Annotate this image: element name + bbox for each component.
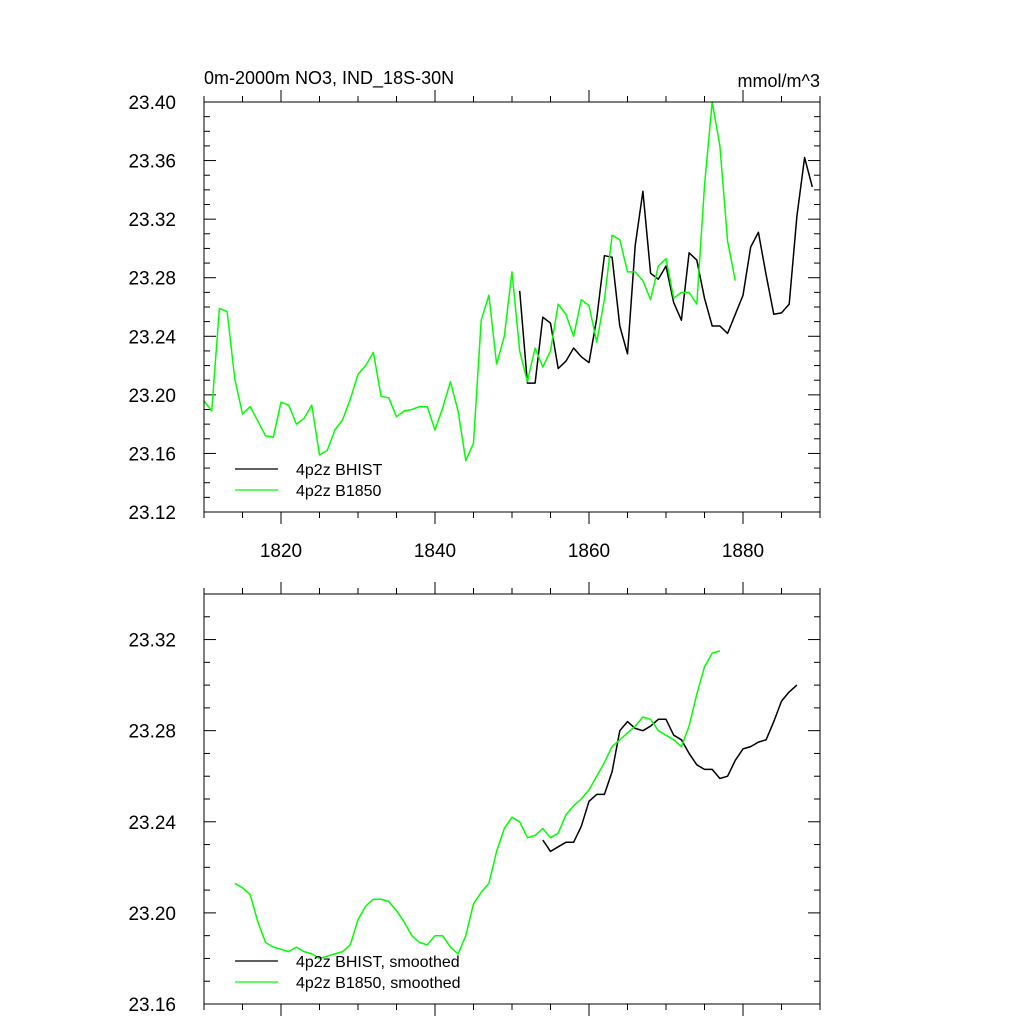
top-chart-title: 0m-2000m NO3, IND_18S-30N [204, 68, 454, 89]
y-tick-label: 23.12 [128, 503, 176, 524]
y-tick-label: 23.24 [128, 327, 176, 348]
top-x-axis: 1820 1840 1860 1880 [203, 90, 821, 562]
series-line-bhist [518, 156, 814, 384]
y-tick-label: 23.28 [128, 269, 176, 290]
y-tick-label: 23.24 [128, 813, 176, 834]
legend-label-bhist-smoothed: 4p2z BHIST, smoothed [296, 954, 460, 971]
x-tick-label: 1860 [568, 541, 610, 562]
bottom-plot-area [234, 650, 798, 960]
top-plot-area [203, 101, 814, 462]
y-tick-label: 23.16 [128, 995, 176, 1016]
y-tick-label: 23.36 [128, 152, 176, 173]
top-chart: 0m-2000m NO3, IND_18S-30N mmol/m^3 23.12… [128, 68, 821, 562]
bottom-y-axis: 23.16 23.20 23.24 23.28 23.32 [128, 593, 820, 1016]
series-line-b1850 [234, 650, 721, 960]
legend-label-bhist: 4p2z BHIST [296, 462, 382, 479]
bottom-chart: 23.16 23.20 23.24 23.28 23.32 4p2z BHIST, sm… [128, 582, 821, 1016]
top-chart-units: mmol/m^3 [738, 71, 820, 91]
legend-label-b1850: 4p2z B1850 [296, 483, 382, 500]
y-tick-label: 23.32 [128, 210, 176, 231]
x-tick-label: 1840 [414, 541, 456, 562]
top-plot-frame [203, 101, 821, 513]
bottom-x-axis [203, 582, 821, 1016]
legend-label-b1850-smoothed: 4p2z B1850, smoothed [296, 975, 461, 992]
top-legend: 4p2z BHIST 4p2z B1850 [235, 462, 382, 500]
y-tick-label: 23.40 [128, 93, 176, 114]
y-tick-label: 23.28 [128, 722, 176, 743]
x-tick-label: 1820 [260, 541, 302, 562]
y-tick-label: 23.16 [128, 444, 176, 465]
x-tick-label: 1880 [722, 541, 764, 562]
y-tick-label: 23.20 [128, 386, 176, 407]
series-line-bhist [542, 684, 798, 853]
bottom-plot-frame [203, 593, 821, 1005]
top-y-axis: 23.12 23.16 23.20 23.24 23.28 23.32 23.36 23.40 [128, 93, 820, 524]
series-line-b1850 [203, 101, 737, 462]
y-tick-label: 23.32 [128, 631, 176, 652]
bottom-legend: 4p2z BHIST, smoothed 4p2z B1850, smoothe… [235, 954, 461, 992]
y-tick-label: 23.20 [128, 904, 176, 925]
